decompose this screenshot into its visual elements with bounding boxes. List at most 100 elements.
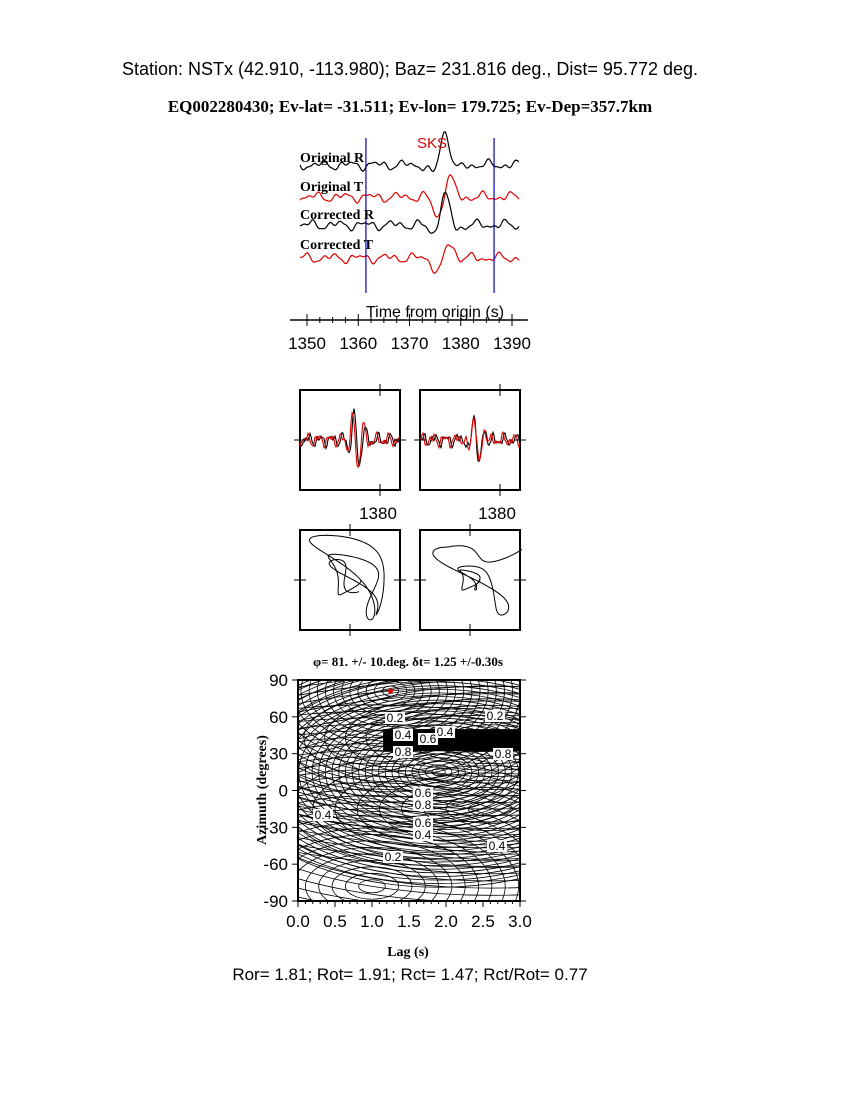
contour-line	[298, 840, 466, 901]
tick-label: 2.0	[434, 912, 458, 931]
contour-line	[298, 730, 520, 749]
contour-line	[333, 680, 448, 727]
contour-line	[298, 844, 520, 862]
contour-line	[298, 692, 520, 852]
contour-label-bg	[413, 799, 433, 811]
contour-line	[298, 762, 520, 787]
contour-label: 0.8	[395, 745, 412, 759]
particle-path	[308, 534, 385, 621]
tick-label: 0.0	[286, 912, 310, 931]
contour-label: 0.8	[495, 747, 512, 761]
contour-line	[318, 859, 426, 901]
contour-line	[298, 821, 506, 901]
contour-line	[298, 852, 520, 868]
contour-line	[298, 680, 520, 877]
contour-line	[331, 866, 413, 901]
tick-label: 1380	[442, 334, 480, 353]
contour-line	[298, 693, 520, 713]
contour-line	[298, 749, 520, 772]
contour-line	[334, 758, 520, 860]
tick-label: 1.0	[360, 912, 384, 931]
particle-path	[432, 545, 523, 616]
contour-line	[298, 707, 520, 901]
contour-label: 0.4	[395, 728, 412, 742]
contour-field	[298, 680, 520, 901]
contour-label: 0.6	[420, 732, 437, 746]
contour-label: 0.2	[385, 850, 402, 864]
contour-label-bg	[385, 712, 405, 724]
contour-label: 0.2	[487, 709, 504, 723]
contour-label-bg	[393, 729, 413, 741]
contour-line	[298, 680, 505, 762]
contour-line	[298, 805, 520, 829]
trace-label: Original R	[300, 151, 365, 166]
tick-label: 2.5	[471, 912, 495, 931]
event-line: EQ002280430; Ev-lat= -31.511; Ev-lon= 17…	[167, 97, 653, 116]
contour-line	[298, 700, 520, 901]
contour-label-bg	[485, 710, 505, 722]
contour-label-bg	[313, 809, 333, 821]
contour-line	[298, 686, 520, 705]
contour-label: 0.4	[315, 808, 332, 822]
contour-line	[358, 879, 386, 894]
contour-line	[298, 680, 520, 885]
contour-line	[298, 796, 520, 823]
contour-line	[298, 837, 520, 855]
contour-line	[298, 814, 519, 901]
contour-line	[365, 698, 520, 777]
particle-motion-original	[299, 529, 401, 631]
tick-label: -30	[263, 818, 288, 837]
tick-label: 0	[279, 782, 288, 801]
contour-title: φ= 81. +/- 10.deg. δt= 1.25 +/-0.30s	[313, 654, 503, 669]
contour-line	[298, 681, 520, 863]
tick-label: 3.0	[508, 912, 532, 931]
contour-line	[305, 699, 520, 845]
tick-label: 0.5	[323, 912, 347, 931]
trace-label: Corrected R	[300, 208, 375, 223]
contour-line	[298, 680, 520, 888]
contour-line	[298, 846, 453, 901]
contour-line	[298, 680, 489, 752]
contour-line	[338, 717, 520, 827]
contour-label-bg	[493, 748, 513, 760]
contour-line	[298, 680, 354, 688]
trace-label: Original T	[300, 180, 364, 195]
tick-label: -60	[263, 855, 288, 874]
contour-line	[298, 680, 520, 810]
contour-label-bg	[413, 817, 433, 829]
contour-line	[298, 680, 520, 803]
contour-label: 0.4	[437, 725, 454, 739]
contour-line	[351, 724, 520, 820]
contour-line	[298, 813, 520, 836]
contour-line	[298, 787, 520, 818]
tick-label: 1360	[339, 334, 377, 353]
contour-line	[298, 806, 520, 833]
footer-stats: Ror= 1.81; Rot= 1.91; Rct= 1.47; Rct/Rot…	[232, 965, 588, 984]
trace-original-t	[299, 173, 520, 218]
contour-line	[298, 680, 520, 773]
contour-line	[298, 717, 520, 735]
contour-line	[298, 801, 520, 844]
transverse-trace	[299, 411, 401, 469]
contour-line	[298, 736, 520, 757]
contour-line	[298, 722, 520, 896]
contour-line	[298, 680, 520, 870]
trace-original-r	[299, 131, 520, 173]
contour-line	[298, 680, 520, 816]
tick-label: 1350	[288, 334, 326, 353]
tick-label: 1380	[359, 504, 397, 523]
contour-line	[345, 691, 520, 784]
contour-line	[298, 732, 520, 783]
contour-line	[298, 685, 520, 859]
contour-line	[445, 794, 520, 824]
contour-label-bg	[393, 746, 413, 758]
contour-label-bg	[413, 829, 433, 841]
contour-label-bg	[435, 726, 455, 738]
contour-label: 0.6	[415, 816, 432, 830]
contour-dense-band	[383, 729, 520, 752]
contour-line	[298, 680, 497, 757]
tick-label: 30	[269, 745, 288, 764]
contour-line	[401, 779, 520, 839]
contour-line	[298, 680, 520, 867]
